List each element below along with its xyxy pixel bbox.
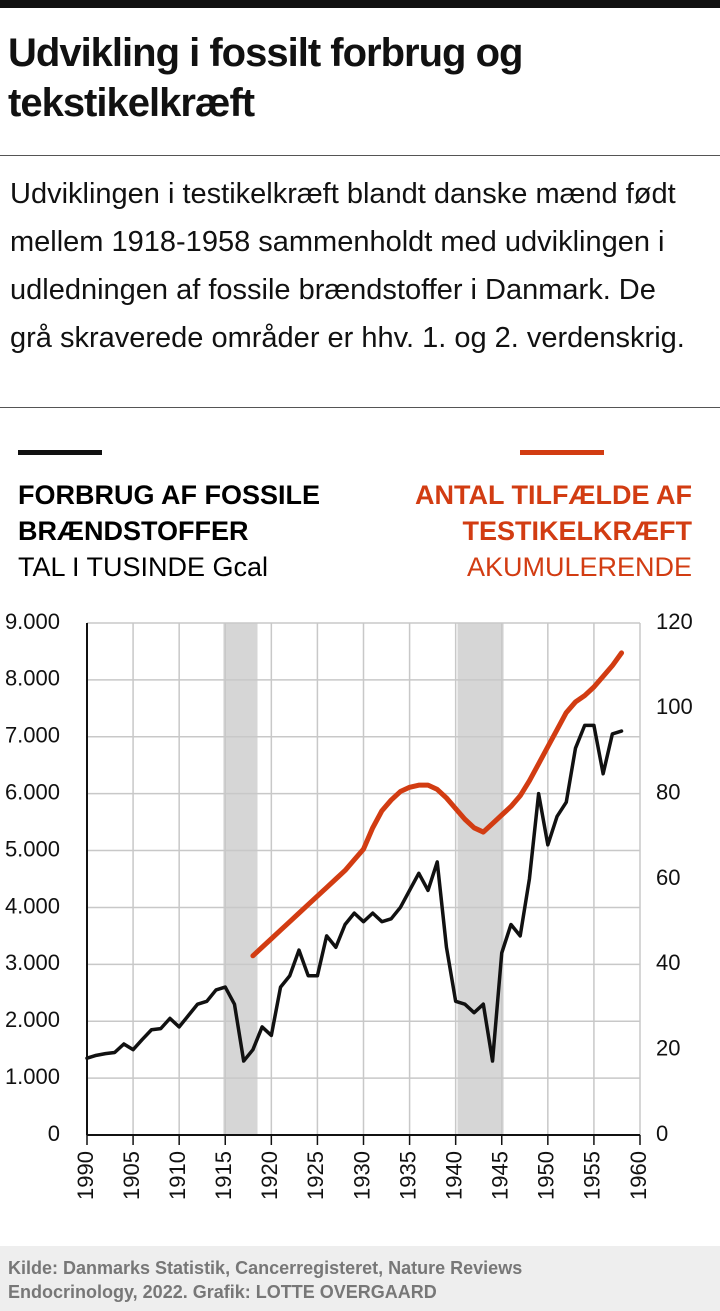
x-tick-label: 1955 xyxy=(580,1151,605,1200)
x-tick-label: 1915 xyxy=(211,1151,236,1200)
legend-unit: AKUMULERENDE xyxy=(466,552,692,582)
x-tick-label: 1910 xyxy=(165,1151,190,1200)
chart: 0 1.000 2.000 3.000 4.000 5.000 6.000 7.000 8.00… xyxy=(5,609,693,1200)
y2-tick-label: 120 xyxy=(656,609,693,634)
y-tick-label: 1.000 xyxy=(5,1064,60,1089)
y2-tick-label: 20 xyxy=(656,1035,680,1060)
y2-tick-label: 40 xyxy=(656,950,680,975)
x-tick-label: 1935 xyxy=(395,1151,420,1200)
y-tick-label: 8.000 xyxy=(5,666,60,691)
legend-unit: TAL I TUSINDE Gcal xyxy=(18,552,269,582)
separator xyxy=(0,155,720,156)
legend-swatch xyxy=(520,450,604,455)
header-bar xyxy=(0,0,720,8)
y2-tick-label: 60 xyxy=(656,865,680,890)
x-tick-label: 1930 xyxy=(349,1151,374,1200)
x-tick-label: 1990 xyxy=(73,1151,98,1200)
x-tick-label: 1920 xyxy=(257,1151,282,1200)
y2-tick-label: 100 xyxy=(656,694,693,719)
x-tick-label: 1960 xyxy=(626,1151,651,1200)
y-tick-label: 2.000 xyxy=(5,1007,60,1032)
y2-tick-label: 0 xyxy=(656,1121,668,1146)
x-tick-label: 1945 xyxy=(488,1151,513,1200)
y-tick-label: 5.000 xyxy=(5,836,60,861)
series-line xyxy=(85,723,624,1063)
subtitle: Udviklingen i testikelkræft blandt dansk… xyxy=(10,178,685,354)
x-tick-label: 1905 xyxy=(119,1151,144,1200)
y-tick-label: 4.000 xyxy=(5,893,60,918)
series-line xyxy=(250,650,625,959)
separator xyxy=(0,407,720,408)
y-tick-label: 0 xyxy=(48,1121,60,1146)
legend-entry: FORBRUG AF FOSSILE BRÆNDSTOFFER TAL I TU… xyxy=(18,450,368,585)
legend-entry: ANTAL TILFÆLDE AF TESTIKELKRÆFT AKUMULER… xyxy=(362,450,692,585)
y2-tick-label: 80 xyxy=(656,779,680,804)
x-tick-label: 1925 xyxy=(303,1151,328,1200)
x-tick-label: 1950 xyxy=(534,1151,559,1200)
shaded-period xyxy=(223,623,258,1135)
x-tick-label: 1940 xyxy=(441,1151,466,1200)
legend-swatch xyxy=(18,450,102,455)
y-tick-label: 3.000 xyxy=(5,950,60,975)
legend-label: ANTAL TILFÆLDE AF TESTIKELKRÆFT xyxy=(415,480,692,546)
legend-label: FORBRUG AF FOSSILE BRÆNDSTOFFER xyxy=(18,480,320,546)
y-tick-label: 7.000 xyxy=(5,723,60,748)
shaded-period xyxy=(457,623,504,1135)
y-tick-label: 6.000 xyxy=(5,779,60,804)
y-tick-label: 9.000 xyxy=(5,609,60,634)
footer xyxy=(0,1246,720,1311)
title: Udvikling i fossilt forbrug og tekstikel… xyxy=(8,31,523,125)
source: Kilde: Danmarks Statistik, Cancerregiste… xyxy=(8,1258,523,1302)
